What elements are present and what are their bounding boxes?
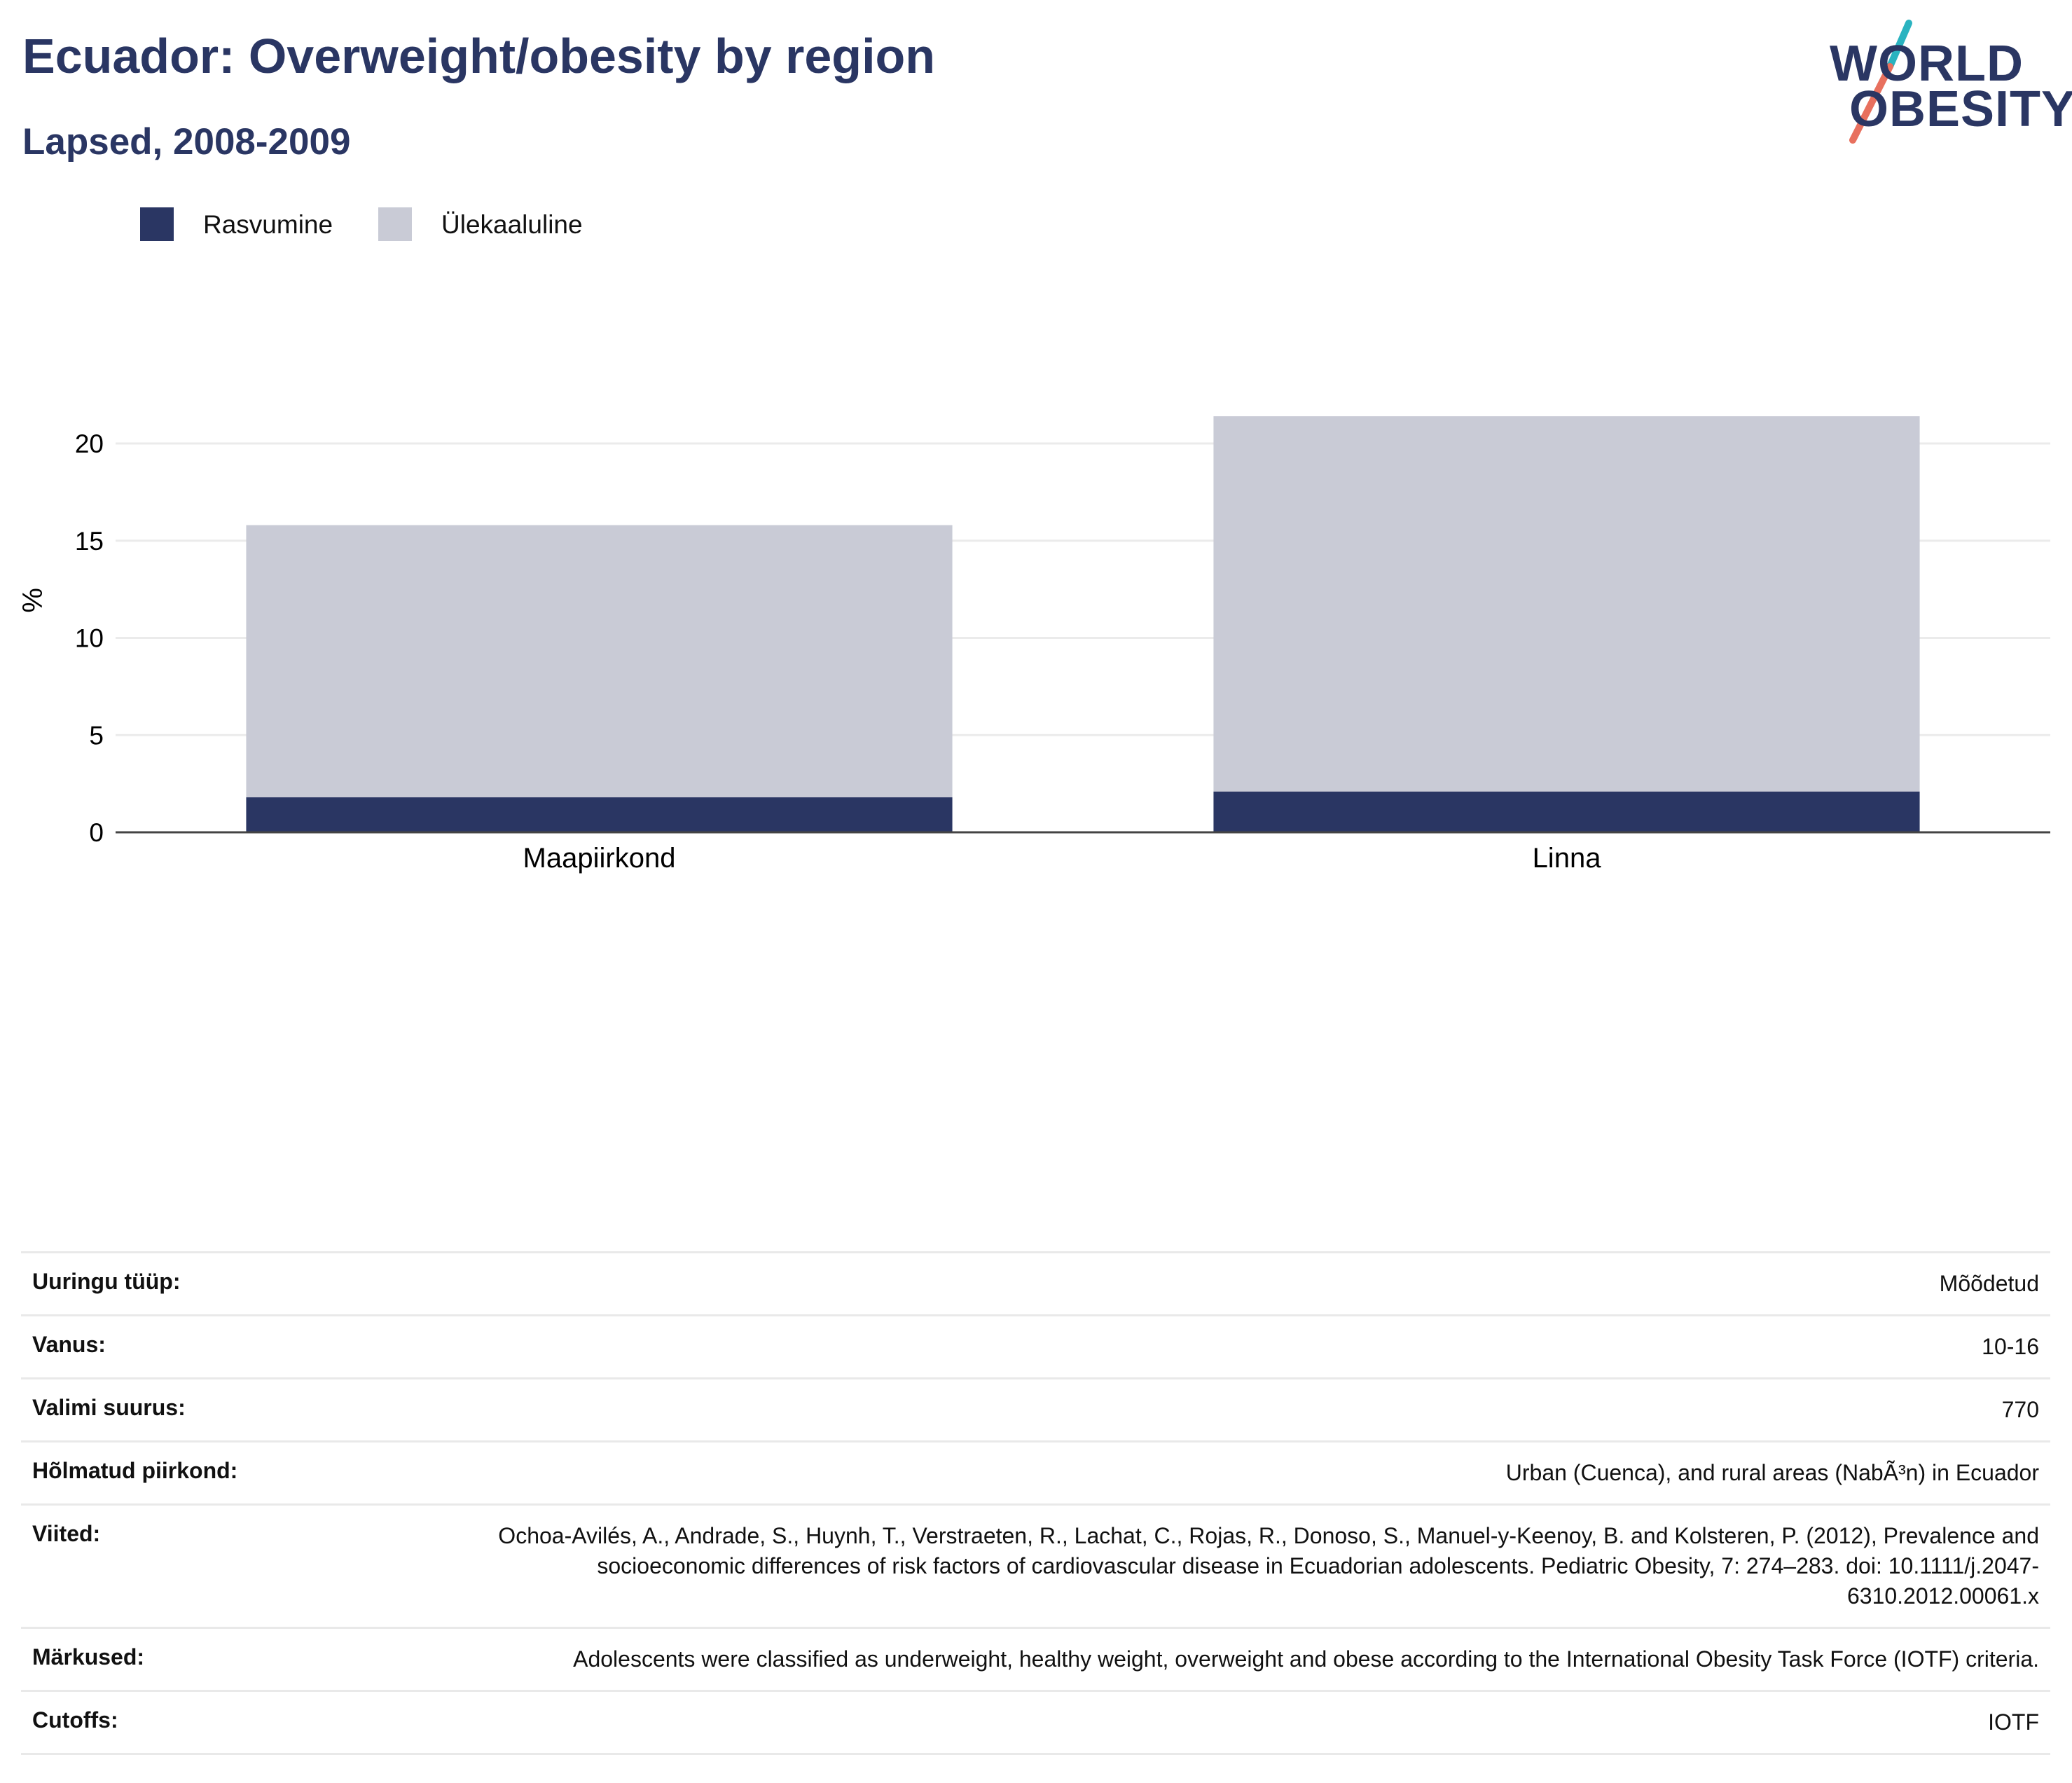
info-value: IOTF (1988, 1709, 2039, 1735)
info-label: Uuringu tüüp: (32, 1269, 181, 1294)
info-label: Vanus: (32, 1332, 106, 1357)
info-label: Hõlmatud piirkond: (32, 1458, 238, 1483)
info-value: Adolescents were classified as underweig… (573, 1646, 2039, 1672)
y-axis-title: % (18, 588, 48, 613)
info-row: Hõlmatud piirkond: Urban (Cuenca), and ru… (21, 1440, 2050, 1503)
info-row: Märkused: Adolescents were classified as … (21, 1627, 2050, 1690)
y-tick-label-10: 10 (75, 624, 104, 653)
info-row: Uuringu tüüp: Mõõdetud (21, 1251, 2050, 1314)
info-row: Vanus: 10-16 (21, 1314, 2050, 1377)
logo-slash-icon (1849, 20, 1912, 144)
info-value: Mõõdetud (1939, 1271, 2039, 1296)
info-label: Viited: (32, 1521, 101, 1546)
bar-maapiirkond-overweight (246, 525, 953, 798)
info-value: Ochoa-Avilés, A., Andrade, S., Huynh, T.… (498, 1523, 2039, 1609)
x-tick-label-linna: Linna (1533, 843, 1602, 874)
y-tick-label-5: 5 (89, 721, 104, 750)
info-value: Urban (Cuenca), and rural areas (NabÃ³n)… (1505, 1460, 2039, 1485)
y-tick-label-15: 15 (75, 527, 104, 556)
info-row: Cutoffs: IOTF (21, 1690, 2050, 1755)
y-tick-label-0: 0 (89, 818, 104, 847)
chart-subtitle: Lapsed, 2008-2009 (22, 121, 351, 163)
info-label: Märkused: (32, 1644, 145, 1670)
chart-title: Ecuador: Overweight/obesity by region (22, 29, 936, 83)
info-row: Viited: Ochoa-Avilés, A., Andrade, S., Hu… (21, 1503, 2050, 1627)
stacked-bar-chart: 0 5 10 15 20% Maapiirkond Linna (18, 416, 2050, 874)
study-info-table: Uuringu tüüp: Mõõdetud Vanus: 10-16 Valimi s… (21, 1251, 2050, 1755)
info-value: 770 (2001, 1397, 2039, 1422)
info-value: 10-16 (1982, 1334, 2039, 1359)
legend-swatch-overweight (378, 207, 412, 241)
legend-label-overweight: Ülekaaluline (441, 210, 583, 239)
x-tick-label-maapiirkond: Maapiirkond (523, 843, 676, 874)
legend-swatch-obesity (140, 207, 174, 241)
info-label: Cutoffs: (32, 1707, 118, 1733)
bar-linna-obesity (1213, 791, 1920, 832)
info-row: Valimi suurus: 770 (21, 1377, 2050, 1440)
logo-word-world: WORLD (1830, 36, 2024, 92)
y-tick-label-20: 20 (75, 429, 104, 458)
world-obesity-logo: WORLD OBESITY (1821, 18, 2072, 151)
legend-label-obesity: Rasvumine (203, 210, 333, 239)
logo-word-obesity: OBESITY (1849, 81, 2072, 137)
info-label: Valimi suurus: (32, 1395, 186, 1420)
bar-linna-overweight (1213, 416, 1920, 792)
bar-maapiirkond-obesity (246, 797, 953, 832)
